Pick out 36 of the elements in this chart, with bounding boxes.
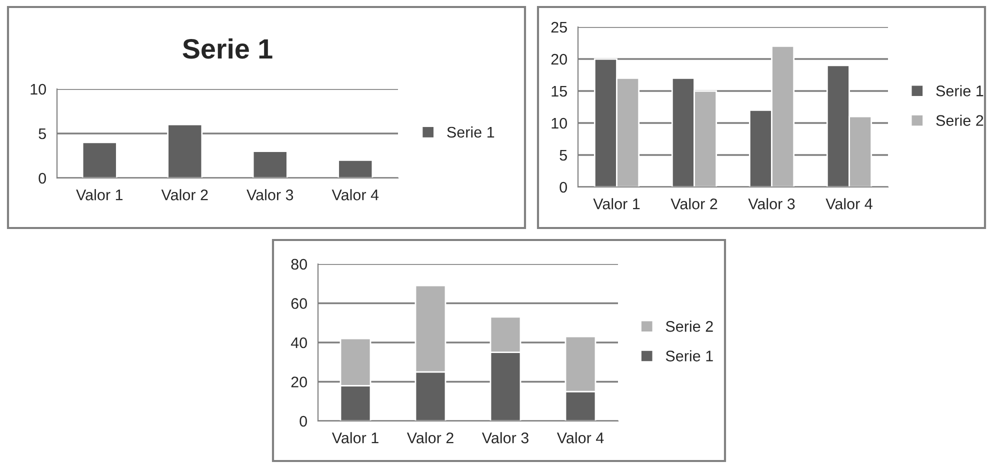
x-tick-label: Valor 2 [406, 432, 454, 444]
x-tick-label: Valor 3 [482, 432, 528, 444]
x-tick-label: Valor 3 [246, 189, 294, 200]
x-tick-label: Valor 1 [593, 198, 640, 210]
y-tick-label: 15 [552, 86, 567, 97]
y-tick-label: 5 [38, 128, 46, 140]
y-tick-label: 60 [291, 298, 307, 309]
x-tick-label: Valor 4 [332, 189, 379, 200]
x-tick-label: Valor 2 [670, 198, 718, 210]
y-tick-label: 0 [38, 172, 46, 184]
y-tick-label: 5 [560, 150, 567, 161]
y-tick-label: 20 [291, 376, 307, 388]
legend-label: Serie 1 [447, 126, 494, 138]
legend-label: Serie 1 [666, 350, 713, 362]
legend-label: Serie 1 [936, 85, 984, 96]
bar [252, 150, 288, 178]
y-tick-label: 80 [291, 258, 307, 270]
x-tick-label: Valor 3 [748, 198, 795, 210]
bar [167, 124, 203, 178]
bar [338, 160, 374, 178]
x-tick-label: Valor 2 [161, 189, 208, 200]
x-tick-label: Valor 4 [556, 432, 604, 444]
y-tick-label: 0 [300, 416, 307, 427]
y-tick-label: 10 [30, 84, 46, 95]
y-tick-label: 0 [560, 182, 567, 193]
y-tick-label: 20 [551, 54, 567, 65]
legend-label: Serie 2 [666, 320, 713, 332]
bar [82, 142, 118, 178]
y-tick-label: 10 [552, 118, 567, 129]
chart-title: Serie 1 [182, 38, 272, 59]
y-tick-label: 25 [551, 22, 567, 33]
x-tick-label: Valor 1 [332, 432, 378, 444]
legend-label: Serie 2 [936, 114, 984, 126]
x-tick-label: Valor 1 [76, 189, 123, 200]
y-tick-label: 40 [290, 337, 307, 348]
x-tick-label: Valor 4 [826, 198, 872, 210]
